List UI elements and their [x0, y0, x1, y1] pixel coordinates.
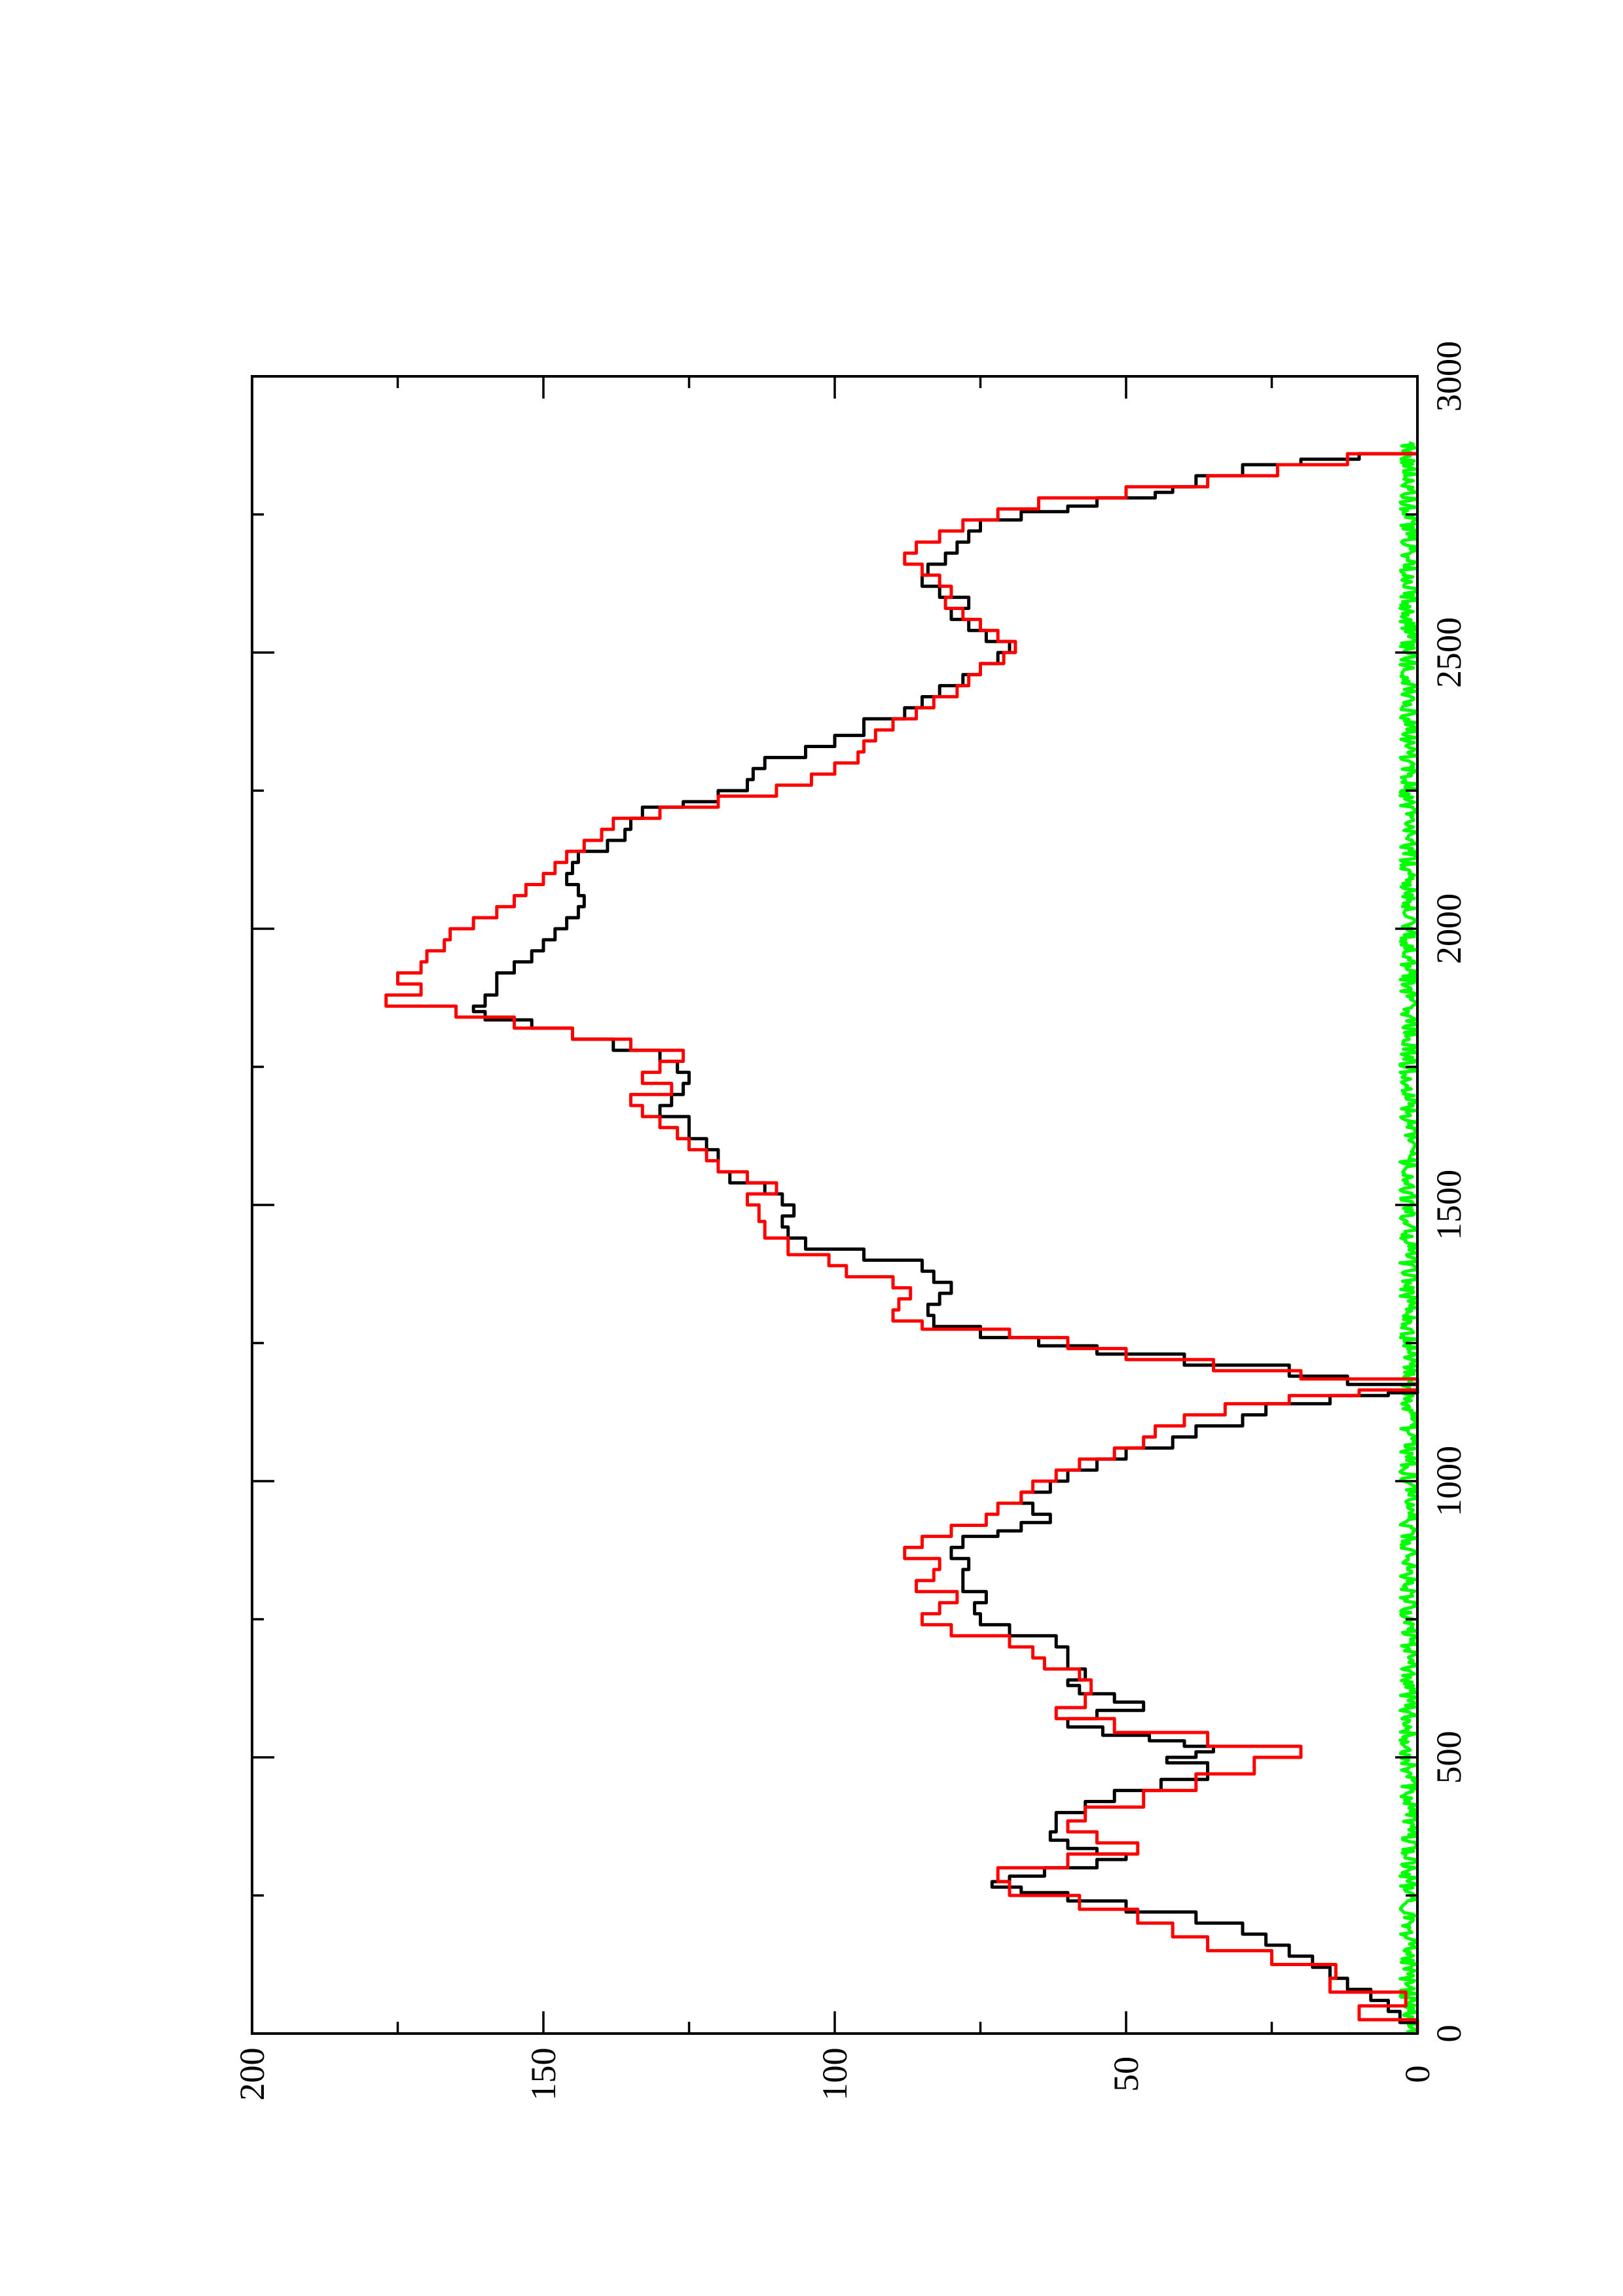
y-tick-label-50: 50 [1106, 2056, 1146, 2092]
series-red-line [384, 452, 1419, 2034]
series-layer [384, 440, 1419, 2035]
series-black-line [471, 452, 1419, 2034]
x-tick-label-1500: 1500 [1429, 1170, 1468, 1240]
y-axis-ticks [251, 376, 1419, 2034]
series-green-noise [1398, 440, 1419, 2035]
x-axis-ticks [252, 375, 1417, 2035]
y-tick-label-200: 200 [232, 2048, 272, 2101]
plot-frame [251, 375, 1419, 2035]
x-tick-label-3000: 3000 [1429, 341, 1468, 412]
y-tick-label-150: 150 [524, 2048, 563, 2101]
x-tick-label-0: 0 [1429, 2025, 1468, 2043]
x-tick-label-2000: 2000 [1429, 893, 1468, 964]
x-tick-label-2500: 2500 [1429, 617, 1468, 688]
x-axis-tick-labels: 0 500 1000 1500 2000 2500 3000 [1429, 341, 1468, 2043]
y-tick-label-0: 0 [1398, 2066, 1437, 2083]
y-tick-label-100: 100 [815, 2048, 854, 2101]
y-axis-tick-labels: 0 50 100 150 200 [232, 2048, 1437, 2101]
x-tick-label-500: 500 [1429, 1731, 1468, 1784]
x-tick-label-1000: 1000 [1429, 1446, 1468, 1516]
